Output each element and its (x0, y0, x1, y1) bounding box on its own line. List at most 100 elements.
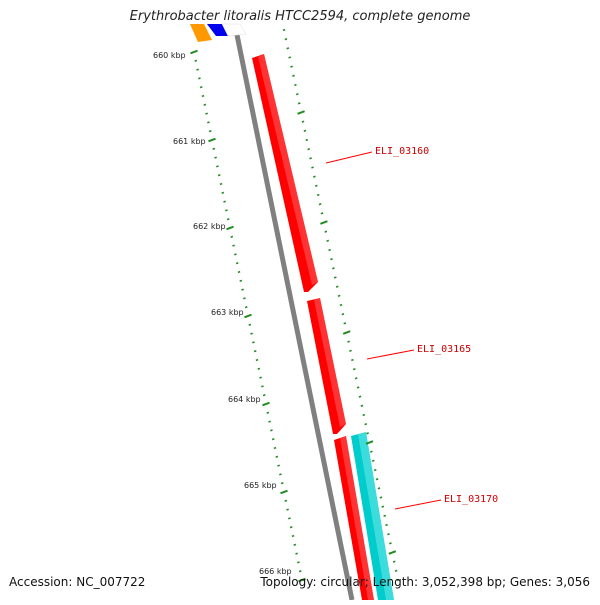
minor-tick (383, 514, 387, 517)
minor-tick (373, 468, 377, 472)
minor-tick (262, 394, 266, 397)
minor-tick (297, 102, 301, 105)
minor-tick (223, 200, 226, 203)
minor-tick (385, 523, 388, 527)
minor-tick (297, 561, 300, 564)
left-tick-track (190, 49, 306, 583)
minor-tick (370, 450, 373, 453)
minor-tick (282, 28, 286, 32)
minor-tick (354, 377, 358, 380)
minor-tick (237, 270, 241, 274)
minor-tick (268, 420, 271, 423)
minor-tick (284, 38, 288, 41)
minor-tick (347, 340, 350, 343)
minor-tick (248, 323, 252, 326)
minor-tick (362, 413, 366, 417)
minor-tick (232, 244, 235, 247)
minor-tick (396, 578, 400, 582)
minor-tick (235, 262, 239, 265)
minor-tick (341, 313, 345, 316)
tick-label-664: 664 kbp (228, 395, 261, 404)
upstream-gene-orange (190, 24, 212, 42)
minor-tick (270, 429, 273, 432)
minor-tick (337, 294, 341, 297)
minor-tick (394, 569, 398, 572)
minor-tick (316, 193, 320, 197)
tick-label-663: 663 kbp (211, 308, 244, 317)
minor-tick (286, 508, 289, 511)
minor-tick (389, 542, 392, 545)
minor-tick (230, 235, 234, 238)
major-tick (190, 49, 198, 55)
minor-tick (343, 322, 347, 325)
minor-tick (199, 86, 203, 89)
minor-tick (358, 395, 362, 398)
minor-tick (284, 499, 288, 502)
minor-tick (309, 157, 312, 160)
minor-tick (293, 543, 297, 546)
minor-tick (253, 350, 257, 353)
minor-tick (244, 306, 248, 309)
major-tick (297, 110, 305, 115)
major-tick (365, 440, 374, 445)
minor-tick (301, 120, 305, 123)
minor-tick (288, 56, 292, 59)
minor-tick (280, 482, 284, 485)
minor-tick (288, 517, 291, 520)
minor-tick (328, 248, 331, 252)
major-tick (208, 137, 216, 143)
minor-tick (261, 385, 264, 388)
minor-tick (221, 191, 225, 194)
minor-tick (205, 112, 208, 115)
minor-tick (349, 349, 352, 352)
minor-tick (214, 156, 217, 159)
minor-tick (226, 218, 230, 221)
tick-label-665: 665 kbp (244, 481, 277, 490)
minor-tick (392, 560, 396, 563)
minor-tick (219, 182, 223, 186)
leader-line-eli-03170 (394, 499, 442, 510)
gene-label-eli-03165: ELI_03165 (417, 344, 471, 355)
minor-tick (295, 552, 298, 555)
minor-tick (217, 174, 221, 177)
gene-eli-03160-highlight (258, 54, 318, 285)
tick-label-662: 662 kbp (193, 222, 226, 231)
minor-tick (252, 341, 255, 344)
minor-tick (203, 103, 207, 106)
minor-tick (286, 47, 290, 50)
minor-tick (275, 455, 279, 458)
major-tick (262, 401, 270, 407)
minor-tick (364, 423, 368, 426)
major-tick (342, 330, 351, 335)
minor-tick (311, 166, 314, 169)
major-tick (388, 550, 397, 555)
downstream-gene-red-highlight (340, 436, 374, 600)
leader-line-eli-03160 (325, 151, 373, 164)
minor-tick (303, 129, 307, 132)
minor-tick (257, 367, 261, 370)
minor-tick (279, 473, 282, 476)
minor-tick (255, 358, 259, 362)
minor-tick (375, 478, 379, 481)
minor-tick (352, 368, 356, 371)
minor-tick (379, 496, 383, 499)
upstream-gene-blue (207, 24, 230, 36)
minor-tick (241, 288, 244, 291)
gene-eli-03165-highlight (314, 298, 346, 427)
tick-label-666: 666 kbp (259, 567, 292, 576)
minor-tick (198, 77, 201, 80)
accession-text: Accession: NC_007722 (9, 575, 146, 589)
minor-tick (324, 230, 328, 233)
minor-tick (318, 203, 322, 206)
minor-tick (225, 209, 228, 212)
minor-tick (259, 376, 262, 379)
minor-tick (290, 65, 293, 68)
minor-tick (307, 148, 311, 151)
minor-tick (294, 83, 297, 87)
minor-tick (212, 147, 216, 150)
minor-tick (295, 93, 299, 96)
leader-line-eli-03165 (366, 349, 415, 360)
minor-tick (320, 212, 324, 215)
